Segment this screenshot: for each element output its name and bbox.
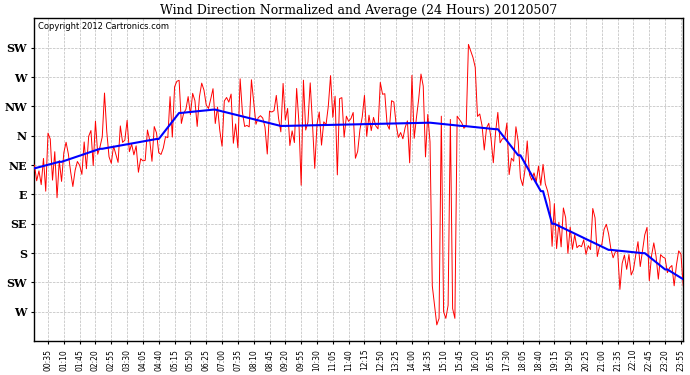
Title: Wind Direction Normalized and Average (24 Hours) 20120507: Wind Direction Normalized and Average (2… <box>160 4 558 17</box>
Text: Copyright 2012 Cartronics.com: Copyright 2012 Cartronics.com <box>38 21 168 30</box>
